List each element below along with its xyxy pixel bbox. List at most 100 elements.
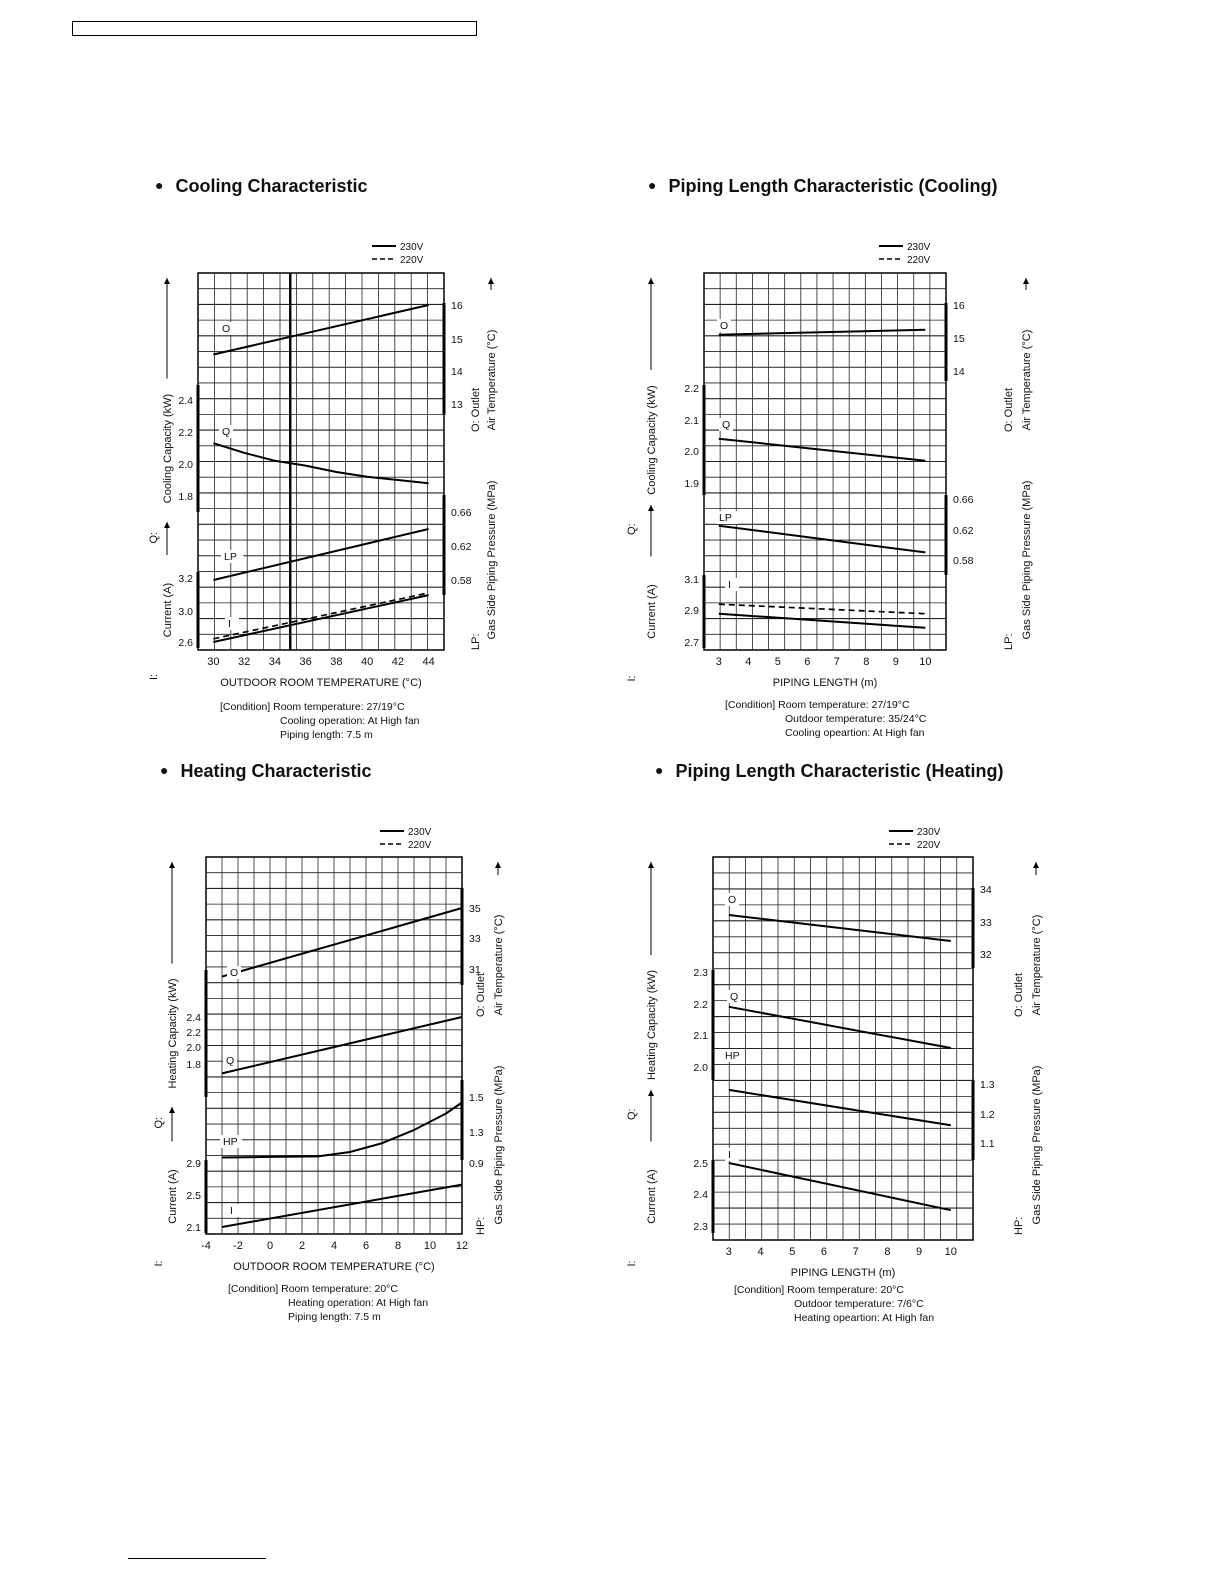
- hp-tick-label: 1.3: [469, 1127, 484, 1139]
- lp-scale: 0.66 0.62 0.58: [944, 494, 974, 575]
- o-axis-label: Air Temperature (°C): [486, 330, 498, 431]
- series-label-o: O: [720, 320, 728, 332]
- piping-heating-title: ● Piping Length Characteristic (Heating): [655, 761, 1004, 782]
- x-tick-label: 6: [363, 1240, 369, 1252]
- piping-cooling-chart: 230V 220V 3 4 5 6 7 8 9 10 PIPING LENGTH (m) 16 15 14…: [626, 242, 1033, 739]
- series-label-o: O: [230, 967, 238, 979]
- x-axis-title: PIPING LENGTH (m): [791, 1267, 896, 1279]
- x-tick-label: 3: [726, 1246, 732, 1258]
- q-prefix-label: Q:: [626, 523, 638, 535]
- q-tick-label: 2.0: [186, 1042, 201, 1054]
- x-tick-label: 6: [821, 1246, 827, 1258]
- condition-line: Piping length: 7.5 m: [288, 1311, 381, 1323]
- lp-tick-label: 0.66: [953, 494, 974, 506]
- header-box: [72, 21, 477, 36]
- o-scale: 35 33 31: [460, 888, 481, 985]
- series-hp-230v: [221, 1101, 463, 1159]
- q-tick-label: 1.8: [178, 491, 193, 503]
- q-prefix-label: Q:: [148, 532, 160, 544]
- q-tick-label: 2.4: [178, 395, 193, 407]
- series-label-bg: [719, 418, 733, 431]
- x-tick-label: 4: [745, 656, 751, 668]
- o-scale: 34 33 32: [971, 884, 992, 968]
- x-tick-label: 3: [716, 656, 722, 668]
- chart-title-text: Piping Length Characteristic (Cooling): [668, 176, 998, 196]
- condition-line: [Condition] Room temperature: 20°C: [734, 1284, 904, 1296]
- x-tick-label: 9: [893, 656, 899, 668]
- cooling-title: ● Cooling Characteristic: [155, 176, 368, 197]
- hp-tick-label: 1.3: [980, 1079, 995, 1091]
- series-label-i: I: [230, 1205, 233, 1217]
- o-tick-label: 14: [953, 366, 965, 378]
- series: O Q HP I: [722, 893, 952, 1212]
- lp-scale: 0.66 0.62 0.58: [442, 495, 472, 595]
- series-label-lp: LP: [719, 512, 732, 524]
- o-tick-label: 15: [451, 334, 463, 346]
- hp-tick-label: 1.1: [980, 1138, 995, 1150]
- i-tick-label: 2.5: [693, 1158, 708, 1170]
- series-q-230v: [728, 1005, 951, 1049]
- legend-solid-label: 230V: [408, 827, 432, 838]
- right-axis-labels: O: Outlet Air Temperature (°C) HP: Gas Side…: [475, 862, 505, 1235]
- o-tick-label: 35: [469, 903, 481, 915]
- q-tick-label: 2.0: [178, 459, 193, 471]
- legend-dashed-label: 220V: [400, 255, 424, 266]
- series-label-i: I: [728, 579, 731, 591]
- series-label-i: I: [728, 1149, 731, 1161]
- q-tick-label: 2.4: [186, 1012, 201, 1024]
- legend-solid-label: 230V: [907, 242, 931, 253]
- right-axis-labels: O: Outlet Air Temperature (°C) LP: Gas Side…: [470, 278, 498, 650]
- x-tick-label: 32: [238, 656, 250, 668]
- legend-solid-label: 230V: [400, 242, 424, 253]
- x-tick-label: 9: [916, 1246, 922, 1258]
- q-axis-label: Cooling Capacity (kW): [646, 385, 658, 494]
- series-label-i: I: [228, 618, 231, 630]
- series-label-bg: [227, 1204, 241, 1217]
- x-axis-title: OUTDOOR ROOM TEMPERATURE (°C): [233, 1261, 434, 1273]
- i-axis-label: Current (A): [646, 584, 658, 638]
- right-axis-labels: O: Outlet Air Temperature (°C) HP: Gas Side…: [1013, 862, 1043, 1235]
- condition-line: [Condition] Room temperature: 27/19°C: [725, 699, 910, 711]
- x-tick-label: 0: [267, 1240, 273, 1252]
- hp-scale: 1.3 1.2 1.1: [971, 1079, 995, 1160]
- i-tick-label: 3.1: [684, 574, 699, 586]
- q-axis-label: Heating Capacity (kW): [646, 970, 658, 1080]
- arrow-up-icon: [169, 862, 175, 868]
- o-axis-label: Air Temperature (°C): [493, 915, 505, 1016]
- x-tick-label: 44: [423, 656, 435, 668]
- series-i-230v: [728, 1162, 952, 1212]
- p-axis-label: Gas Side Piping Pressure (MPa): [1031, 1066, 1043, 1225]
- i-tick-label: 2.4: [693, 1189, 708, 1201]
- q-tick-label: 1.9: [684, 478, 699, 490]
- series-lp-230v: [213, 528, 429, 581]
- i-tick-label: 3.0: [178, 606, 193, 618]
- left-axis-labels: Q: Cooling Capacity (kW) I: Current (A): [626, 278, 658, 682]
- series-label-hp: HP: [725, 1050, 740, 1062]
- q-tick-label: 2.0: [693, 1062, 708, 1074]
- condition-line: Cooling operation: At High fan: [280, 715, 420, 727]
- series-i-220v: [213, 592, 429, 640]
- arrow-up-icon: [164, 522, 170, 528]
- bullet-icon: ●: [155, 177, 164, 193]
- x-tick-label: 7: [853, 1246, 859, 1258]
- i-prefix-label: I:: [153, 1260, 165, 1266]
- series-label-bg: [227, 966, 241, 979]
- series-label-o: O: [728, 894, 736, 906]
- condition-line: Outdoor temperature: 35/24°C: [785, 713, 927, 725]
- series-o-230v: [718, 328, 926, 336]
- x-axis-title: OUTDOOR ROOM TEMPERATURE (°C): [220, 677, 421, 689]
- series-label-bg: [717, 319, 731, 332]
- i-tick-label: 2.9: [186, 1158, 201, 1170]
- chart-title-text: Piping Length Characteristic (Heating): [675, 761, 1004, 781]
- arrow-up-icon: [164, 278, 170, 284]
- legend-dashed-label: 220V: [917, 840, 941, 851]
- condition-line: Cooling opeartion: At High fan: [785, 727, 925, 739]
- q-scale: 2.3 2.2 2.1 2.0: [693, 967, 715, 1080]
- i-tick-label: 2.6: [178, 637, 193, 649]
- o-tick-label: 31: [469, 964, 481, 976]
- q-tick-label: 2.3: [693, 967, 708, 979]
- o-tick-label: 15: [953, 333, 965, 345]
- i-prefix-label: I:: [148, 674, 160, 680]
- o-tick-label: 33: [980, 917, 992, 929]
- x-tick-label: 10: [919, 656, 931, 668]
